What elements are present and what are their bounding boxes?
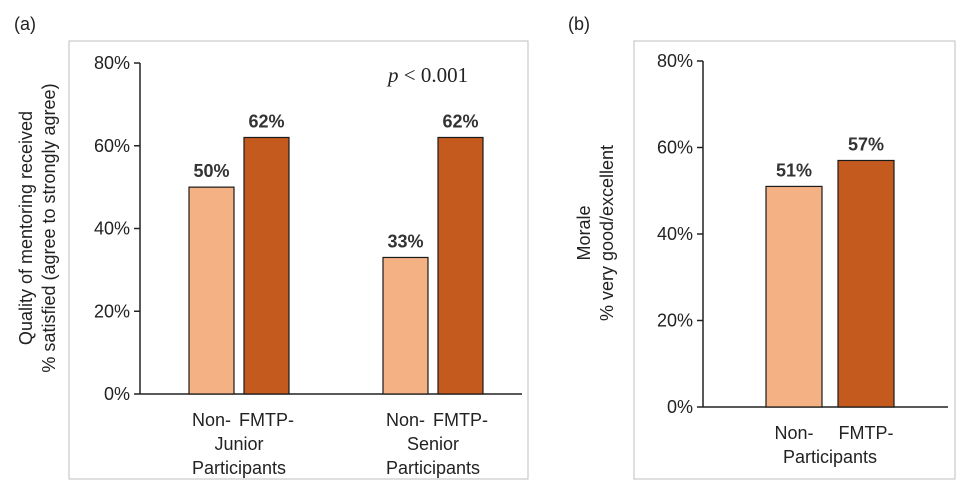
chart-b-ytick-label: 80% — [657, 51, 693, 71]
chart-a-p-annotation: p < 0.001 — [386, 63, 468, 87]
chart-a-bar — [382, 256, 429, 395]
chart-a-category-label: FMTP- — [239, 410, 294, 430]
chart-a-value-label: 62% — [248, 111, 284, 131]
chart-a-category-label: Non- — [386, 410, 425, 430]
chart-a-bar — [188, 186, 235, 395]
panel-b-label: (b) — [568, 14, 590, 34]
chart-b-ylabel-line2: % very good/excellent — [597, 145, 617, 321]
chart-b-ylabel-line1: Morale — [574, 205, 594, 260]
p-rest: < 0.001 — [399, 63, 469, 87]
panel-a-frame — [68, 40, 529, 480]
chart-a-ytick-label: 40% — [94, 219, 130, 239]
chart-a-bar — [437, 136, 484, 395]
panel-b-frame — [633, 40, 956, 480]
chart-a-category-label: FMTP- — [433, 410, 488, 430]
chart-b-ytick-label: 20% — [657, 311, 693, 331]
chart-b-value-label: 51% — [776, 160, 812, 180]
chart-b-ytick-label: 60% — [657, 138, 693, 158]
chart-b-ytick-label: 40% — [657, 224, 693, 244]
chart-a-ylabel-line2: % satisfied (agree to strongly agree) — [39, 83, 59, 372]
panel-a-label: (a) — [14, 14, 36, 34]
chart-a-bar — [243, 136, 290, 395]
chart-b-category-label: FMTP- — [839, 423, 894, 443]
chart-a-ytick-label: 60% — [94, 136, 130, 156]
chart-a-value-label: 50% — [193, 161, 229, 181]
chart-b-value-label: 57% — [848, 134, 884, 154]
chart-b-ytick-label: 0% — [667, 397, 693, 417]
chart-b-group-label: Participants — [783, 447, 877, 467]
p-italic: p — [386, 63, 399, 87]
chart-a-group-label: Junior — [214, 434, 263, 454]
chart-b-bar — [837, 159, 895, 408]
chart-a-value-label: 62% — [442, 111, 478, 131]
chart-a-marks: 0% 20% 40% 60% 80% 50% Non- 62% FMTP- Junior Parti… — [94, 53, 522, 478]
chart-b-marks: 0% 20% 40% 60% 80% 51% Non- 57% FMTP- Participant… — [657, 51, 948, 467]
chart-a-group-label: Senior — [407, 434, 459, 454]
chart-a-ytick-label: 80% — [94, 53, 130, 73]
chart-a-group-label-2: Participants — [386, 458, 480, 478]
chart-a-ytick-label: 20% — [94, 301, 130, 321]
chart-b-bar — [765, 185, 823, 408]
chart-b-category-label: Non- — [774, 423, 813, 443]
chart-a-group-label-2: Participants — [192, 458, 286, 478]
chart-a-ytick-label: 0% — [104, 384, 130, 404]
chart-a-value-label: 33% — [387, 231, 423, 251]
chart-a-category-label: Non- — [192, 410, 231, 430]
chart-a-ylabel-line1: Quality of mentoring received — [16, 111, 36, 345]
